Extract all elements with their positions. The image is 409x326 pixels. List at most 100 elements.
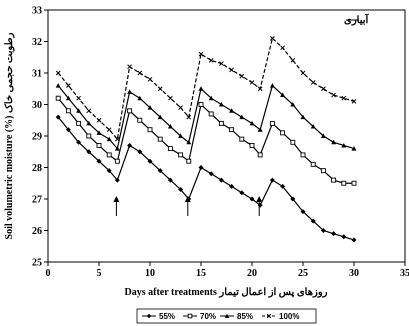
data-point	[198, 51, 204, 57]
data-point	[270, 35, 275, 41]
data-point	[310, 218, 316, 224]
legend-label: 55%	[159, 312, 175, 321]
data-point	[186, 158, 192, 164]
data-point	[239, 114, 245, 120]
data-point	[249, 142, 255, 148]
data-point	[147, 76, 153, 82]
data-point	[280, 130, 286, 136]
legend: 55% 70% 85% 100%	[136, 308, 317, 324]
data-point	[208, 171, 214, 177]
data-point	[114, 158, 120, 164]
data-point	[198, 86, 204, 91]
data-point	[168, 95, 173, 101]
data-point	[341, 95, 347, 101]
data-point	[208, 95, 214, 101]
data-point	[300, 70, 306, 76]
x-tick-label: 35	[400, 268, 409, 279]
y-tick-label: 29	[32, 132, 42, 143]
plot-area	[47, 9, 406, 263]
data-point	[137, 95, 143, 101]
data-point	[257, 127, 263, 132]
x-tick-label: 30	[349, 268, 359, 279]
data-point	[55, 70, 61, 76]
data-point	[269, 83, 275, 88]
legend-label: 85%	[237, 312, 253, 321]
x-tick-label: 25	[298, 268, 308, 279]
data-point	[137, 149, 143, 155]
data-point	[186, 114, 192, 120]
data-point	[86, 133, 92, 139]
data-point	[290, 58, 296, 63]
data-point	[218, 120, 224, 126]
data-point	[178, 133, 184, 138]
legend-marker	[146, 313, 152, 319]
x-tick-label: 0	[46, 268, 51, 279]
data-point	[65, 127, 71, 133]
data-point	[157, 168, 163, 174]
data-point	[178, 152, 184, 158]
data-point	[229, 127, 235, 133]
data-point	[114, 177, 120, 183]
series-100%	[55, 35, 357, 142]
data-point	[157, 136, 163, 142]
data-point	[290, 196, 296, 202]
data-point	[127, 108, 133, 114]
data-point	[55, 83, 61, 88]
x-tick-label: 10	[145, 268, 155, 279]
legend-item: 100%	[262, 312, 299, 321]
data-point	[219, 61, 224, 66]
data-point	[331, 139, 337, 145]
data-point	[65, 95, 71, 101]
data-point	[198, 165, 204, 170]
data-point	[96, 130, 102, 135]
data-point	[127, 64, 132, 70]
data-point	[198, 102, 204, 107]
data-point	[290, 102, 296, 107]
data-point	[300, 209, 306, 215]
data-point	[331, 177, 337, 183]
y-tick-label: 26	[32, 226, 42, 237]
y-tick-label: 25	[32, 258, 42, 269]
data-point	[341, 234, 347, 240]
data-point	[257, 152, 263, 158]
y-tick-label: 32	[32, 37, 42, 48]
data-point	[96, 158, 102, 164]
data-point	[96, 142, 102, 148]
legend-marker	[187, 313, 193, 319]
x-tick-label: 15	[196, 268, 206, 279]
data-point	[280, 45, 285, 51]
data-point	[167, 124, 173, 129]
data-point	[167, 177, 173, 183]
data-point	[127, 142, 133, 148]
data-point	[290, 139, 296, 145]
data-point	[157, 114, 163, 120]
data-point	[178, 187, 184, 193]
legend-item: 55%	[142, 312, 175, 321]
data-point	[249, 120, 255, 126]
data-point	[106, 127, 112, 133]
data-point	[137, 70, 143, 76]
data-point	[218, 102, 224, 107]
data-point	[127, 89, 133, 94]
y-tick-label: 30	[32, 100, 42, 111]
data-point	[320, 168, 326, 174]
data-point	[300, 152, 306, 158]
data-point	[229, 108, 235, 113]
data-point	[229, 183, 235, 189]
data-point	[86, 149, 92, 155]
y-tick-label: 33	[32, 6, 42, 17]
data-point	[280, 183, 286, 189]
legend-item: 70%	[183, 312, 216, 321]
data-point	[86, 120, 92, 126]
data-point	[76, 108, 82, 113]
series-70%	[55, 95, 357, 186]
data-point	[76, 95, 81, 101]
data-point	[76, 139, 82, 145]
data-point	[320, 228, 326, 233]
data-point	[351, 98, 357, 104]
data-point	[351, 146, 357, 151]
data-point	[96, 117, 102, 123]
legend-label: 100%	[279, 312, 299, 321]
irrigation-arrows	[113, 196, 263, 216]
